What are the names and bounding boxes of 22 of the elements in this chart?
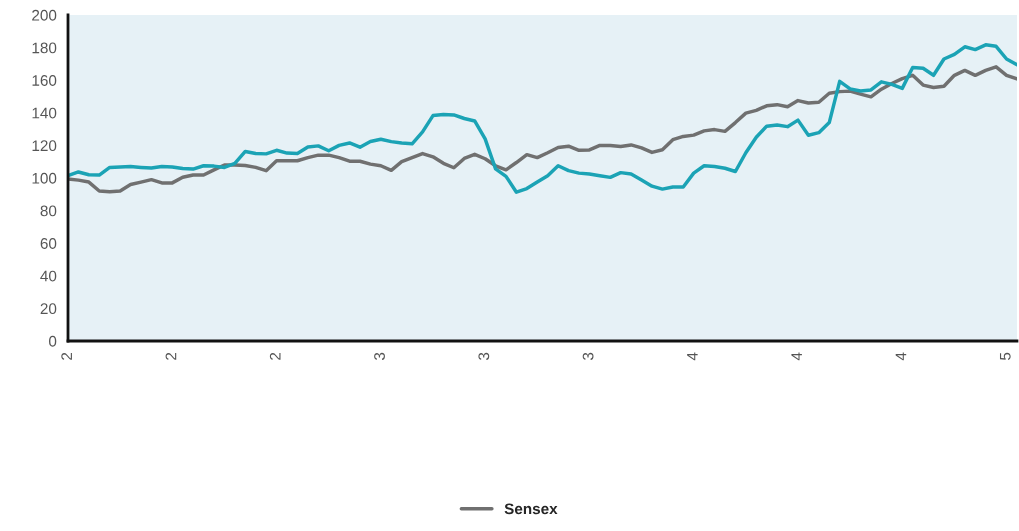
y-tick-label: 60 xyxy=(40,238,57,249)
y-tick-label: 120 xyxy=(32,140,57,152)
y-tick-label: 160 xyxy=(32,75,57,86)
x-tick-label: 5 xyxy=(999,352,1011,360)
x-tick-label: 2 xyxy=(269,352,281,360)
y-tick-label: 40 xyxy=(40,270,57,282)
y-tick-label: 20 xyxy=(40,303,57,315)
x-tick-label: 3 xyxy=(374,352,385,361)
y-tick-label: 180 xyxy=(32,42,57,54)
x-tick-label: 3 xyxy=(582,352,594,361)
y-tick-label: 80 xyxy=(40,205,57,217)
y-tick-label: 0 xyxy=(48,335,57,347)
y-tick-label: 100 xyxy=(32,172,57,184)
x-tick-label: 4 xyxy=(791,352,802,361)
x-tick-label: 4 xyxy=(895,352,907,361)
y-tick-label: 140 xyxy=(32,107,57,119)
x-tick-label: 2 xyxy=(165,352,177,360)
x-tick-label: 2 xyxy=(61,352,72,360)
x-tick-label: 4 xyxy=(687,352,698,361)
x-tick-label: 3 xyxy=(478,352,490,361)
legend-label: Sensex xyxy=(504,503,558,515)
y-tick-label: 200 xyxy=(32,9,57,21)
